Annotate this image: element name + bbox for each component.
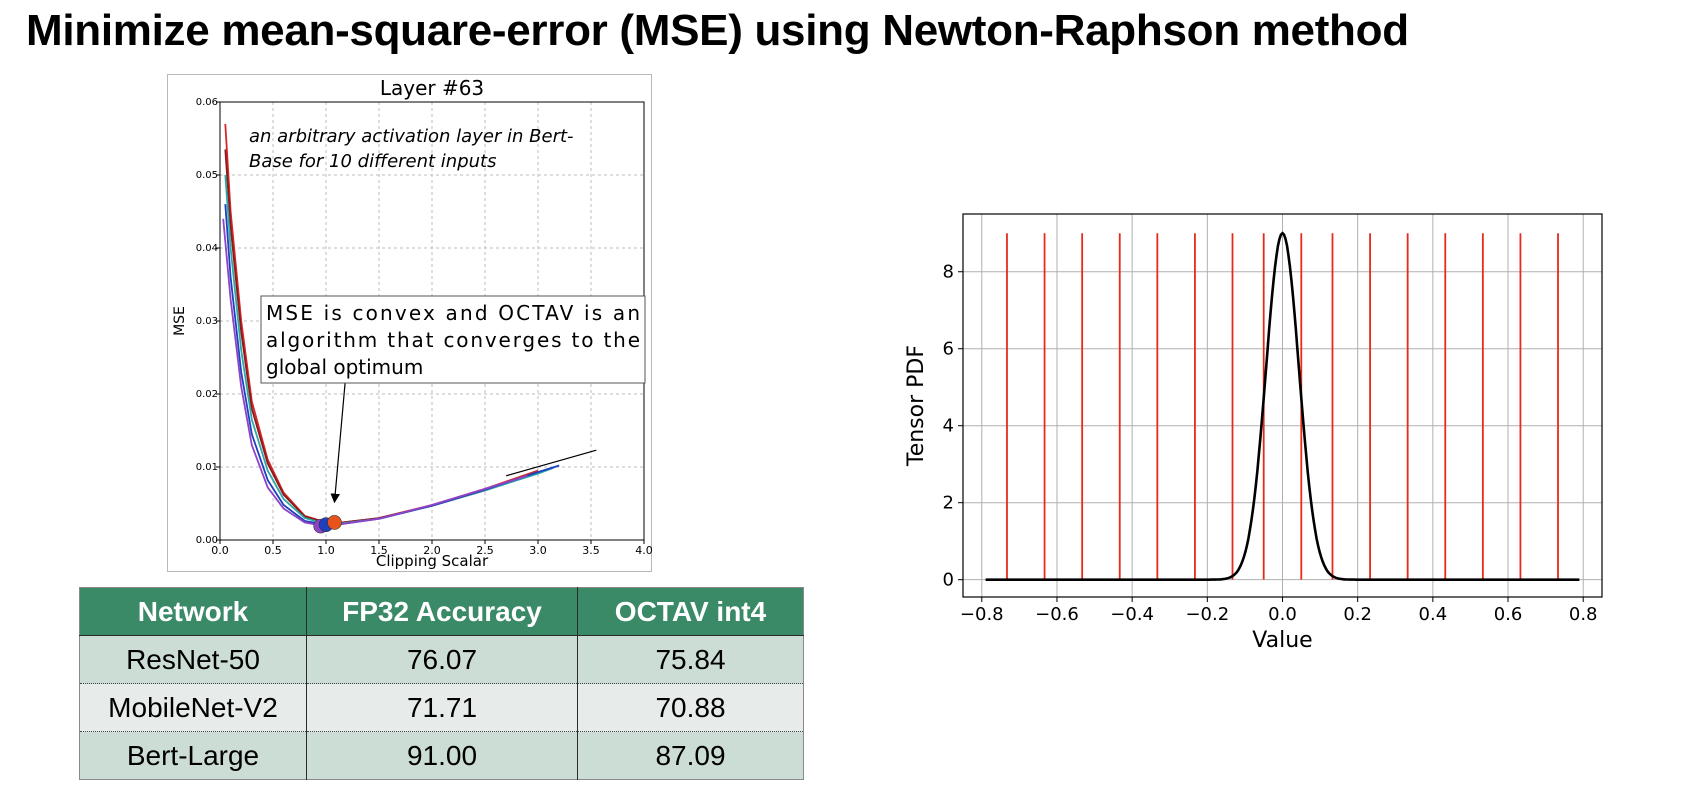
slide-title: Minimize mean-square-error (MSE) using N… — [26, 6, 1409, 55]
y-tick-label: 6 — [943, 339, 954, 360]
x-tick-label: 0.4 — [1419, 604, 1448, 625]
network-cell: Bert-Large — [79, 731, 307, 780]
y-axis-label: MSE — [172, 306, 188, 336]
y-tick-label: 0.02 — [196, 389, 218, 400]
mse-chart: 0.0 0.5 1.0 1.5 2.0 2.5 3.0 3.5 4.0 0.00 0.01 0.02 0… — [172, 76, 653, 570]
annotation-top-line: Base for 10 different inputs — [249, 151, 496, 172]
x-tick-label: 3.5 — [582, 544, 600, 557]
annotation-box-line: algorithm that converges to the — [266, 328, 640, 352]
column-header-fp32-accuracy: FP32 Accuracy — [306, 587, 578, 636]
y-tick-label: 0.01 — [196, 462, 218, 473]
mse-chart-panel: 0.0 0.5 1.0 1.5 2.0 2.5 3.0 3.5 4.0 0.00 0.01 0.02 0… — [167, 74, 653, 572]
x-tick-label: 0.2 — [1343, 604, 1372, 625]
fp32-accuracy-cell: 76.07 — [306, 635, 578, 684]
x-axis-label: Clipping Scalar — [376, 552, 489, 570]
fp32-accuracy-cell: 71.71 — [306, 683, 578, 732]
x-axis-label: Value — [1252, 628, 1312, 653]
y-tick-label: 4 — [943, 416, 954, 437]
fp32-accuracy-cell: 91.00 — [306, 731, 578, 780]
x-tick-label: 4.0 — [635, 544, 653, 557]
y-tick-label: 0.04 — [196, 243, 218, 254]
pdf-chart: −0.8 −0.6 −0.4 −0.2 0.0 0.2 0.4 0.6 0.8 0 2 4 6 8 Valu… — [904, 213, 1603, 653]
y-tick-label: 8 — [943, 262, 954, 283]
octav-int4-cell: 70.88 — [577, 683, 804, 732]
table-row: Bert-Large 91.00 87.09 — [79, 731, 804, 780]
accuracy-table: Network FP32 Accuracy OCTAV int4 ResNet-… — [79, 587, 804, 780]
table-row: MobileNet-V2 71.71 70.88 — [79, 683, 804, 732]
mse-series-line — [222, 218, 528, 527]
network-cell: ResNet-50 — [79, 635, 307, 684]
x-tick-label: −0.8 — [960, 604, 1004, 625]
y-tick-label: 0 — [943, 570, 954, 591]
y-axis-label: Tensor PDF — [904, 345, 929, 467]
annotation-top-line: an arbitrary activation layer in Bert- — [249, 126, 574, 147]
table-header-row: Network FP32 Accuracy OCTAV int4 — [79, 587, 804, 636]
y-tick-label: 0.00 — [196, 535, 218, 546]
octav-int4-cell: 87.09 — [577, 731, 804, 780]
column-header-network: Network — [79, 587, 307, 636]
table-row: ResNet-50 76.07 75.84 — [79, 635, 804, 684]
annotation-arrow — [330, 382, 346, 504]
x-tick-label: 1.0 — [317, 544, 335, 557]
y-tick-label: 0.03 — [196, 316, 218, 327]
x-tick-label: −0.6 — [1035, 604, 1079, 625]
pdf-curve — [985, 231, 1580, 581]
x-tick-label: 1.5 — [370, 544, 388, 557]
optimum-marker — [327, 515, 342, 530]
x-tick-label: 2.5 — [476, 544, 494, 557]
x-tick-label: 0.8 — [1569, 604, 1598, 625]
plot-area-frame — [962, 213, 1603, 598]
y-tick-label: 0.05 — [196, 170, 218, 181]
annotation-box-line: global optimum — [266, 355, 423, 379]
x-tick-label: 0.0 — [1268, 604, 1297, 625]
x-tick-label: −0.2 — [1185, 604, 1229, 625]
chart-title: Layer #63 — [380, 76, 484, 100]
x-tick-label: 2.0 — [423, 544, 441, 557]
trend-line — [506, 449, 597, 477]
x-tick-label: 0.5 — [264, 544, 282, 557]
octav-int4-cell: 75.84 — [577, 635, 804, 684]
y-tick-label: 0.06 — [196, 97, 218, 108]
network-cell: MobileNet-V2 — [79, 683, 307, 732]
x-tick-label: 0.0 — [211, 544, 229, 557]
x-tick-label: 3.0 — [529, 544, 547, 557]
y-tick-label: 2 — [943, 493, 954, 514]
x-tick-label: −0.4 — [1110, 604, 1154, 625]
annotation-box-line: MSE is convex and OCTAV is an — [266, 301, 640, 325]
annotation-box — [260, 295, 646, 384]
x-tick-label: 0.6 — [1494, 604, 1523, 625]
column-header-octav-int4: OCTAV int4 — [577, 587, 804, 636]
